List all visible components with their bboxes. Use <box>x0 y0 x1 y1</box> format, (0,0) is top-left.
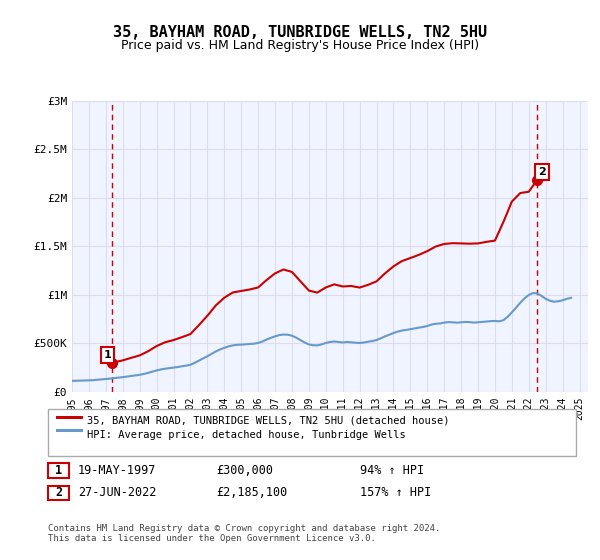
Text: 35, BAYHAM ROAD, TUNBRIDGE WELLS, TN2 5HU (detached house): 35, BAYHAM ROAD, TUNBRIDGE WELLS, TN2 5H… <box>87 416 449 426</box>
Text: 35, BAYHAM ROAD, TUNBRIDGE WELLS, TN2 5HU (detached house): 35, BAYHAM ROAD, TUNBRIDGE WELLS, TN2 5H… <box>87 416 449 426</box>
Text: 19-MAY-1997: 19-MAY-1997 <box>78 464 157 477</box>
Text: 157% ↑ HPI: 157% ↑ HPI <box>360 486 431 500</box>
Text: 1: 1 <box>55 464 62 477</box>
Text: HPI: Average price, detached house, Tunbridge Wells: HPI: Average price, detached house, Tunb… <box>87 429 406 439</box>
Text: 1: 1 <box>103 350 111 360</box>
Text: £300,000: £300,000 <box>216 464 273 477</box>
Text: 35, BAYHAM ROAD, TUNBRIDGE WELLS, TN2 5HU: 35, BAYHAM ROAD, TUNBRIDGE WELLS, TN2 5H… <box>113 25 487 40</box>
Text: HPI: Average price, detached house, Tunbridge Wells: HPI: Average price, detached house, Tunb… <box>87 430 406 440</box>
Text: Price paid vs. HM Land Registry's House Price Index (HPI): Price paid vs. HM Land Registry's House … <box>121 39 479 52</box>
Text: 2: 2 <box>55 486 62 500</box>
Text: 27-JUN-2022: 27-JUN-2022 <box>78 486 157 500</box>
Text: 2: 2 <box>538 167 546 177</box>
Text: ─────  35, BAYHAM ROAD, TUNBRIDGE WELLS, TN2 5HU (detached house): ───── 35, BAYHAM ROAD, TUNBRIDGE WELLS, … <box>54 416 460 426</box>
Text: £2,185,100: £2,185,100 <box>216 486 287 500</box>
Text: 94% ↑ HPI: 94% ↑ HPI <box>360 464 424 477</box>
Text: Contains HM Land Registry data © Crown copyright and database right 2024.
This d: Contains HM Land Registry data © Crown c… <box>48 524 440 543</box>
